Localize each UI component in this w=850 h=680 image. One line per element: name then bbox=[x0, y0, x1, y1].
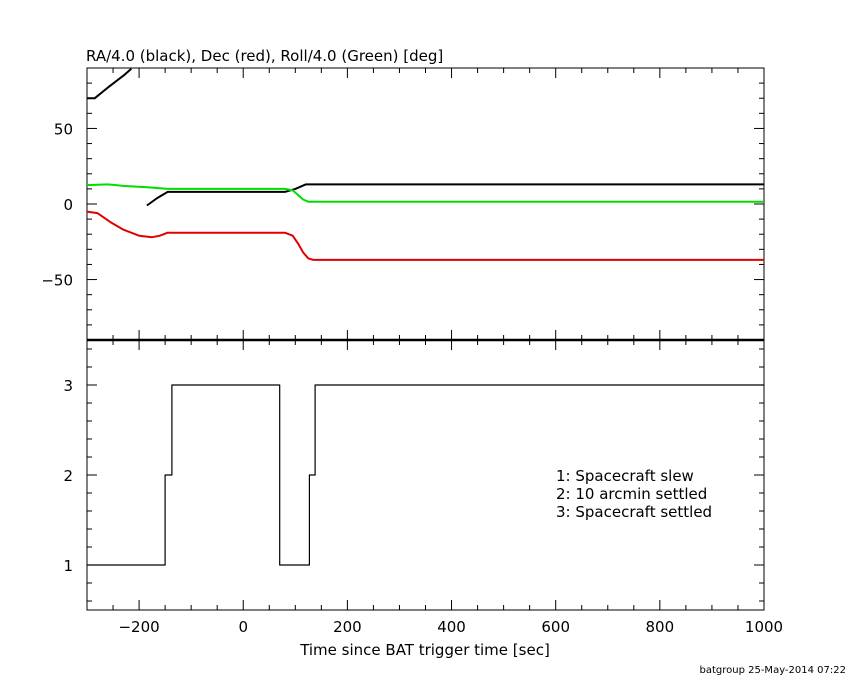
series-line-1-0 bbox=[87, 384, 764, 566]
bottom-axis-ticks: 1 2 3 −200 0 200 400 600 800 1000 bbox=[63, 340, 783, 636]
x-tick-label: 600 bbox=[541, 618, 570, 636]
x-axis-label: Time since BAT trigger time [sec] bbox=[299, 641, 550, 659]
y-tick-label: 2 bbox=[63, 467, 73, 485]
series-line-0-3 bbox=[86, 183, 764, 203]
y-tick-label: 0 bbox=[63, 196, 73, 214]
footer-credit: batgroup 25-May-2014 07:22 bbox=[699, 665, 846, 676]
legend-item-3: 3: Spacecraft settled bbox=[556, 503, 712, 521]
x-tick-label: 800 bbox=[646, 618, 675, 636]
y-tick-label: −50 bbox=[41, 272, 73, 290]
top-axis-ticks: 50 0 −50 bbox=[41, 67, 765, 341]
series-line-0-0 bbox=[87, 68, 132, 100]
x-tick-label: 0 bbox=[238, 618, 248, 636]
legend-item-2: 2: 10 arcmin settled bbox=[556, 485, 707, 503]
x-tick-label: −200 bbox=[118, 618, 159, 636]
top-series-group bbox=[86, 68, 764, 261]
y-tick-label: 50 bbox=[54, 120, 73, 138]
x-tick-label: 400 bbox=[437, 618, 466, 636]
top-panel: RA/4.0 (black), Dec (red), Roll/4.0 (Gre… bbox=[41, 47, 765, 341]
legend-item-1: 1: Spacecraft slew bbox=[556, 467, 694, 485]
series-line-0-1 bbox=[146, 183, 764, 207]
series-line-0-2 bbox=[86, 210, 764, 261]
bottom-series-group bbox=[87, 384, 764, 566]
x-tick-label: 200 bbox=[333, 618, 362, 636]
x-tick-label: 1000 bbox=[745, 618, 783, 636]
bottom-panel: 1 2 3 −200 0 200 400 600 800 1000 1: Spacecraft s… bbox=[63, 339, 783, 659]
top-plot-frame bbox=[86, 67, 765, 341]
chart-title: RA/4.0 (black), Dec (red), Roll/4.0 (Gre… bbox=[86, 47, 443, 65]
y-tick-label: 1 bbox=[63, 557, 73, 575]
y-tick-label: 3 bbox=[63, 377, 73, 395]
